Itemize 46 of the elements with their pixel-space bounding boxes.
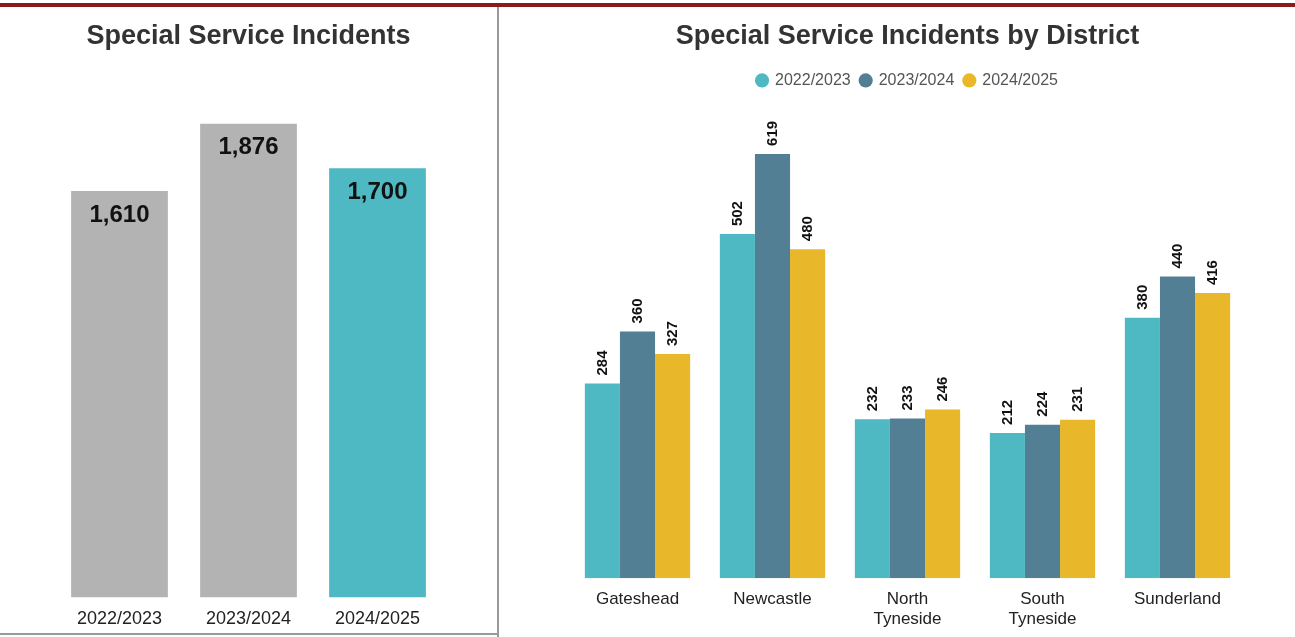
x-tick-label: South Tyneside: [1008, 589, 1077, 629]
legend-label: 2024/2025: [982, 70, 1059, 88]
legend-label: 2023/2024: [878, 70, 955, 88]
bar: [989, 432, 1025, 579]
chart-title: Special Service Incidents: [86, 19, 411, 50]
data-label: 1,610: [89, 199, 150, 227]
x-tick-label: 2023/2024: [205, 608, 292, 629]
bar: [655, 354, 691, 579]
data-label: 619: [762, 120, 780, 146]
data-label: 480: [797, 216, 815, 242]
data-label: 502: [727, 201, 745, 227]
bar: [854, 419, 890, 579]
bar: [1195, 293, 1231, 579]
x-tick-label: 2022/2023: [76, 608, 163, 629]
bar: [889, 418, 926, 579]
data-label: 224: [1032, 390, 1050, 417]
bar: [1060, 419, 1096, 579]
data-label: 380: [1132, 284, 1150, 310]
chart-title: Special Service Incidents by District: [675, 19, 1140, 50]
data-label: 231: [1067, 386, 1085, 412]
data-label: 284: [592, 349, 610, 376]
bar: [754, 153, 791, 579]
bar: [925, 409, 961, 579]
x-tick-label: 2024/2025: [334, 608, 421, 629]
x-tick-label: North Tyneside: [873, 589, 942, 629]
bar: [1159, 276, 1196, 579]
bar: [719, 234, 755, 579]
x-tick-label: Newcastle: [733, 589, 812, 609]
data-label: 233: [897, 385, 915, 411]
data-label: 416: [1202, 260, 1220, 286]
data-label: 232: [862, 386, 880, 412]
data-label: 1,700: [347, 176, 408, 204]
data-label: 212: [997, 399, 1015, 425]
bar: [1124, 317, 1160, 579]
data-label: 440: [1167, 243, 1185, 269]
bar: [1024, 424, 1061, 579]
legend-label: 2022/2023: [775, 70, 851, 88]
x-tick-label: Gateshead: [595, 589, 680, 609]
data-label: 1,876: [218, 132, 279, 160]
data-label: 360: [627, 298, 645, 324]
x-tick-label: Sunderland: [1134, 589, 1221, 609]
data-label: 327: [662, 321, 680, 347]
bar: [619, 331, 656, 579]
bar: [790, 249, 826, 579]
data-label: 246: [932, 376, 950, 402]
bar: [584, 383, 620, 579]
